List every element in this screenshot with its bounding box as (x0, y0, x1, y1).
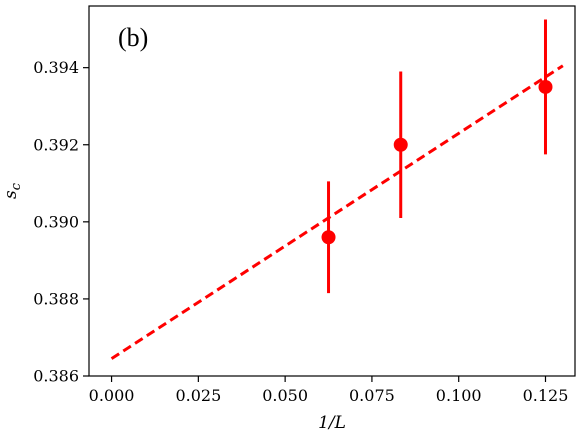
x-tick-label: 0.075 (349, 386, 395, 405)
y-tick-label: 0.388 (33, 289, 79, 308)
x-axis-label: 1/L (318, 413, 346, 433)
y-axis-label: sc (1, 182, 24, 199)
plot-content (110, 19, 564, 360)
y-tick-label: 0.390 (33, 212, 79, 231)
data-point (538, 79, 553, 94)
x-tick-label: 0.025 (175, 386, 221, 405)
y-tick-label: 0.392 (33, 135, 79, 154)
data-point (393, 137, 408, 152)
x-axis-ticks: 0.000 0.025 0.050 0.075 0.100 0.125 (89, 376, 569, 405)
data-point (321, 230, 336, 245)
x-tick-label: 0.100 (436, 386, 482, 405)
x-tick-label: 0.125 (523, 386, 569, 405)
plot-frame (88, 5, 576, 377)
panel-label: (b) (118, 23, 148, 52)
y-axis-label-subscript: c (9, 182, 24, 190)
x-tick-label: 0.050 (262, 386, 308, 405)
x-tick-label: 0.000 (89, 386, 135, 405)
fit-line (110, 64, 564, 360)
y-tick-label: 0.394 (33, 58, 79, 77)
y-tick-label: 0.386 (33, 367, 79, 386)
y-axis-ticks: 0.386 0.388 0.390 0.392 0.394 (33, 58, 89, 386)
